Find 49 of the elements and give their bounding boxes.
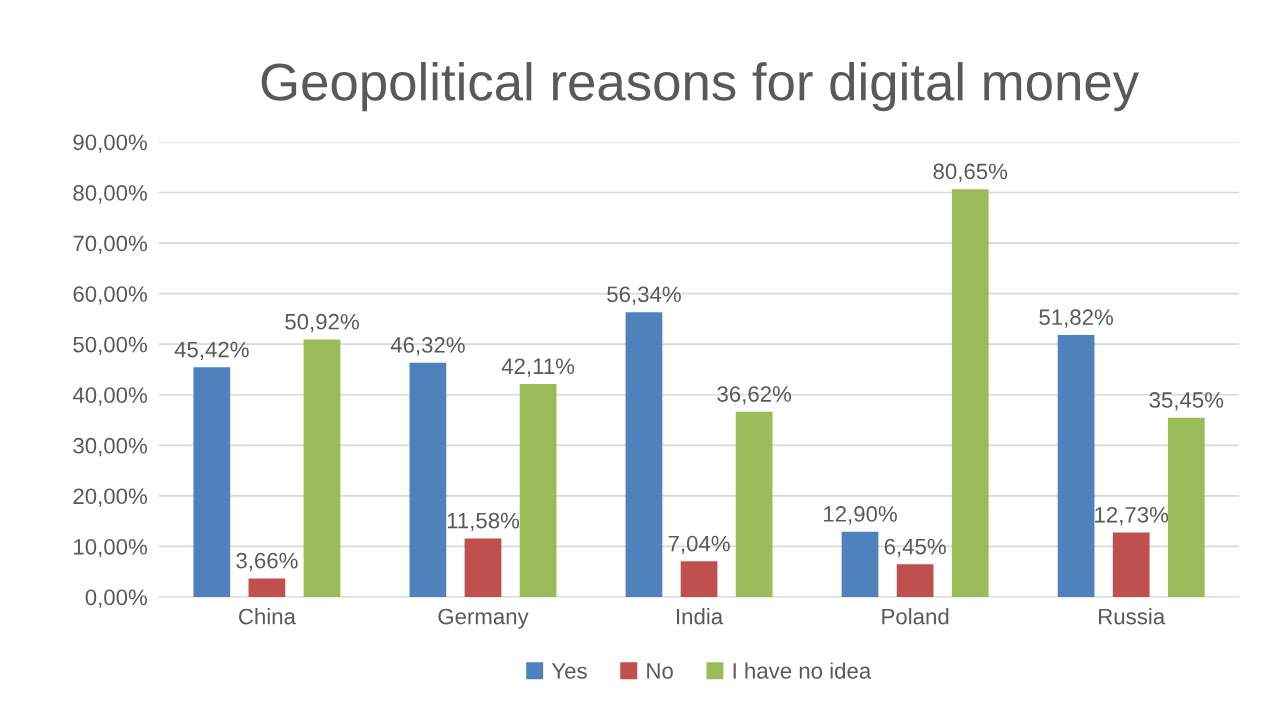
- bar: [409, 362, 447, 597]
- y-tick-label: 90,00%: [73, 134, 147, 153]
- y-tick-label: 60,00%: [73, 286, 147, 305]
- bar: [951, 189, 989, 597]
- chart-title: Geopolitical reasons for digital money: [261, 62, 1140, 112]
- bar: [1167, 417, 1205, 597]
- bar: [1112, 532, 1150, 597]
- y-tick-label: 30,00%: [73, 437, 147, 457]
- data-label: 51,82%: [1039, 309, 1113, 328]
- x-tick-label: Poland: [882, 608, 949, 625]
- bar: [193, 367, 231, 597]
- data-label: 3,66%: [236, 552, 298, 572]
- data-label: 50,92%: [285, 313, 359, 333]
- bar: [464, 538, 502, 597]
- y-tick-label: 70,00%: [73, 235, 147, 254]
- data-label: 12,90%: [824, 506, 897, 525]
- data-label: 35,45%: [1149, 392, 1224, 411]
- bar: [735, 411, 773, 597]
- bar: [896, 564, 934, 597]
- data-label: 46,32%: [390, 337, 465, 356]
- legend-label: I have no idea: [733, 662, 872, 679]
- bar: [1057, 334, 1095, 597]
- y-tick-label: 10,00%: [74, 538, 147, 558]
- data-label: 56,34%: [607, 286, 681, 305]
- y-tick-label: 20,00%: [73, 488, 147, 507]
- y-tick-label: 50,00%: [73, 336, 147, 356]
- y-tick-label: 40,00%: [72, 387, 147, 406]
- x-tick-label: India: [677, 608, 724, 625]
- bar: [625, 312, 663, 597]
- x-tick-label: Russia: [1099, 608, 1166, 625]
- data-label: 11,58%: [447, 512, 520, 532]
- bar: [303, 339, 341, 597]
- data-label: 36,62%: [717, 386, 792, 405]
- y-tick-label: 80,00%: [73, 185, 147, 204]
- data-label: 6,45%: [884, 538, 946, 558]
- bar: [680, 561, 718, 597]
- legend-label: No: [647, 663, 673, 679]
- data-label: 80,65%: [933, 163, 1008, 182]
- legend-label: Yes: [551, 663, 587, 679]
- data-label: 7,04%: [668, 535, 730, 555]
- data-label: 45,42%: [174, 341, 249, 361]
- data-label: 42,11%: [501, 358, 575, 377]
- bar: [519, 384, 557, 597]
- bar: [248, 578, 286, 597]
- data-label: 12,73%: [1095, 506, 1169, 526]
- bar: [841, 531, 879, 597]
- x-tick-label: China: [239, 608, 296, 625]
- y-tick-label: 0,00%: [85, 589, 147, 608]
- x-tick-label: Germany: [438, 608, 529, 629]
